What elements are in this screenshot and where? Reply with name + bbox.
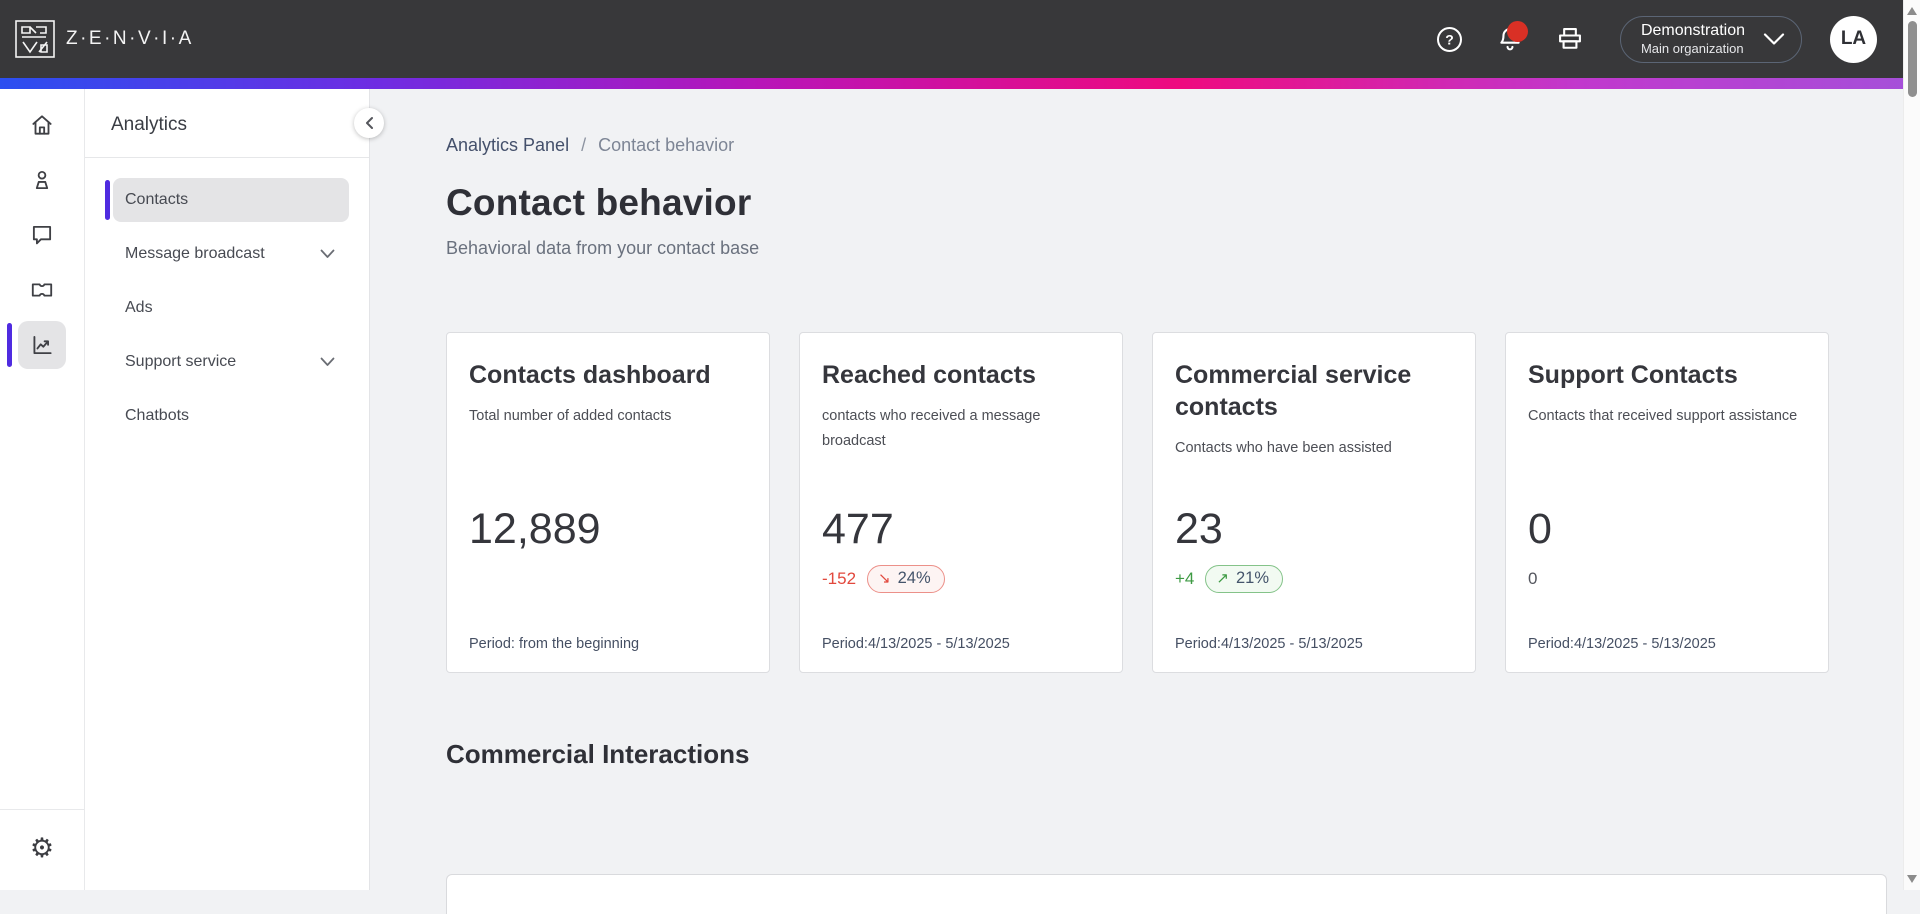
card-title: Contacts dashboard xyxy=(469,361,711,389)
notifications-button[interactable] xyxy=(1490,19,1530,59)
ticket-icon xyxy=(31,283,53,297)
brand-gradient-bar xyxy=(0,78,1903,89)
trend-percent: 24% xyxy=(897,569,931,587)
card-delta-row: -152 ↘ 24% xyxy=(822,564,945,594)
card-delta-row: +4 ↗ 21% xyxy=(1175,564,1283,594)
chevron-down-icon xyxy=(320,249,335,258)
trend-up-arrow-icon: ↗ xyxy=(1216,569,1229,587)
sidebar-item-label: Ads xyxy=(125,299,153,316)
card-value: 12,889 xyxy=(469,505,601,553)
topbar-actions: ? Demonstration Main organization xyxy=(1410,15,1877,63)
metric-card-reached-contacts: Reached contacts contacts who received a … xyxy=(799,332,1123,673)
active-rail-indicator xyxy=(7,323,12,367)
brand: Z·E·N·V·I·A xyxy=(14,19,194,59)
rail-item-analytics[interactable] xyxy=(7,321,66,369)
trend-down-arrow-icon: ↘ xyxy=(878,569,891,587)
breadcrumb-current: Contact behavior xyxy=(598,135,735,155)
notification-badge xyxy=(1506,21,1528,42)
section-title: Commercial Interactions xyxy=(446,739,750,769)
sidebar-item-ads[interactable]: Ads xyxy=(113,286,349,330)
organization-name: Demonstration xyxy=(1640,21,1745,39)
help-button[interactable]: ? xyxy=(1430,19,1470,59)
card-period: Period:4/13/2025 - 5/13/2025 xyxy=(1528,636,1716,652)
organization-selector[interactable]: Demonstration Main organization xyxy=(1619,15,1802,63)
breadcrumb: Analytics Panel / Contact behavior xyxy=(446,135,1903,156)
sidebar-menu: Contacts Message broadcast Ads Support serv… xyxy=(105,178,349,438)
card-title: Support Contacts xyxy=(1528,361,1738,389)
trend-badge: ↘ 24% xyxy=(867,565,945,593)
chevron-down-icon xyxy=(1763,32,1785,46)
metric-card-contacts-dashboard: Contacts dashboard Total number of added … xyxy=(446,332,770,673)
topbar: Z·E·N·V·I·A ? Demonstration xyxy=(0,0,1903,78)
card-value: 23 xyxy=(1175,505,1223,553)
sidebar-item-chatbots[interactable]: Chatbots xyxy=(113,394,349,438)
commercial-interactions-card xyxy=(446,874,1887,914)
printer-button[interactable] xyxy=(1550,19,1590,59)
organization-subname: Main organization xyxy=(1640,40,1744,56)
brand-wordmark: Z·E·N·V·I·A xyxy=(66,28,194,49)
card-value: 0 xyxy=(1528,505,1552,553)
metric-cards-row: Contacts dashboard Total number of added … xyxy=(446,332,1903,673)
scrollbar-down-arrow-icon[interactable] xyxy=(1907,875,1917,883)
sidebar-divider xyxy=(85,157,369,158)
card-title: Commercial service contacts xyxy=(1175,361,1412,421)
breadcrumb-analytics-panel[interactable]: Analytics Panel xyxy=(446,135,570,155)
sidebar-item-support-service[interactable]: Support service xyxy=(113,340,349,384)
page-scrollbar[interactable] xyxy=(1903,0,1920,890)
rail-item-home[interactable] xyxy=(18,101,66,149)
page-title: Contact behavior xyxy=(446,182,752,223)
svg-text:?: ? xyxy=(1446,31,1455,47)
help-icon: ? xyxy=(1437,26,1463,52)
card-delta: -152 xyxy=(822,569,857,588)
rail-item-conversations[interactable] xyxy=(18,211,66,259)
card-period: Period:4/13/2025 - 5/13/2025 xyxy=(822,636,1010,652)
sidebar-item-label: Message broadcast xyxy=(125,245,265,262)
card-delta-row: 0 xyxy=(1528,564,1537,594)
sidebar-item-label: Support service xyxy=(125,353,237,370)
breadcrumb-separator: / xyxy=(581,135,587,155)
person-icon xyxy=(35,170,49,190)
home-icon xyxy=(32,115,52,135)
chevron-down-icon xyxy=(320,357,335,366)
chevron-left-icon xyxy=(366,117,373,129)
trend-badge: ↗ 21% xyxy=(1205,565,1283,593)
sidebar-item-label: Contacts xyxy=(125,191,189,208)
app-body: ⚙ Analytics Contacts Message broadcast Ads… xyxy=(0,89,1903,914)
card-subtitle: Contacts who have been assisted xyxy=(1175,440,1392,456)
card-subtitle: Total number of added contacts xyxy=(469,408,672,424)
card-subtitle: Contacts that received support assistanc… xyxy=(1528,408,1798,424)
sidebar-item-message-broadcast[interactable]: Message broadcast xyxy=(113,232,349,276)
metric-card-support-contacts: Support Contacts Contacts that received s… xyxy=(1505,332,1829,673)
chat-icon xyxy=(32,225,52,245)
zenvia-logo-icon xyxy=(15,20,55,58)
line-chart-icon xyxy=(33,335,52,355)
card-period: Period: from the beginning xyxy=(469,636,640,652)
page-subtitle: Behavioral data from your contact base xyxy=(446,238,760,258)
sidebar-title: Analytics xyxy=(111,114,188,135)
analytics-sidebar: Analytics Contacts Message broadcast Ads Su… xyxy=(85,89,384,890)
card-title: Reached contacts xyxy=(822,361,1036,389)
rail-bottom: ⚙ xyxy=(0,809,84,890)
card-subtitle: contacts who received a message broadcas… xyxy=(822,408,1041,449)
card-secondary-value: 0 xyxy=(1528,569,1538,588)
main-content: Analytics Panel / Contact behavior Conta… xyxy=(370,89,1903,914)
card-period: Period:4/13/2025 - 5/13/2025 xyxy=(1175,636,1363,652)
scrollbar-thumb[interactable] xyxy=(1908,21,1917,97)
icon-rail: ⚙ xyxy=(0,89,85,890)
rail-item-campaigns[interactable] xyxy=(18,266,66,314)
sidebar-item-contacts[interactable]: Contacts xyxy=(105,178,349,222)
card-delta: +4 xyxy=(1175,569,1195,588)
printer-icon xyxy=(1558,28,1581,49)
trend-percent: 21% xyxy=(1235,569,1269,587)
card-value: 477 xyxy=(822,505,894,553)
rail-item-contacts[interactable] xyxy=(18,156,66,204)
sidebar-item-label: Chatbots xyxy=(125,407,190,424)
metric-card-commercial-service-contacts: Commercial service contacts Contacts who … xyxy=(1152,332,1476,673)
gear-icon: ⚙ xyxy=(29,832,55,864)
sidebar-collapse-button[interactable] xyxy=(354,108,384,138)
user-avatar[interactable]: LA xyxy=(1830,15,1877,63)
rail-item-settings[interactable]: ⚙ xyxy=(18,824,66,872)
scrollbar-up-arrow-icon[interactable] xyxy=(1907,7,1917,15)
